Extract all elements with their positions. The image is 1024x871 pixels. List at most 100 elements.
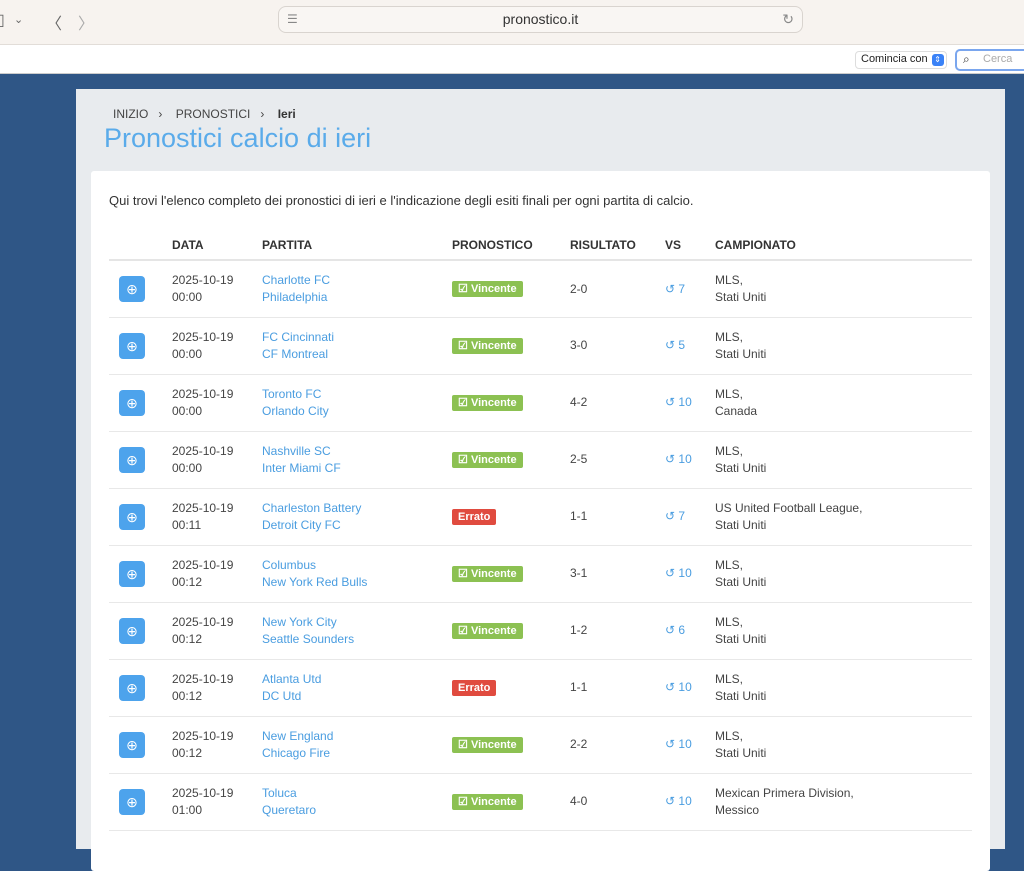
breadcrumb-pronostici[interactable]: PRONOSTICI <box>175 107 251 121</box>
search-input[interactable]: ⌕ Cerca <box>955 49 1024 71</box>
table-row: ⊕ 2025-10-19 00:11 Charleston Battery Detr… <box>109 488 972 546</box>
reload-icon[interactable]: ↻ <box>782 11 794 27</box>
search-mode-select[interactable]: Comincia con ⇕ <box>855 51 947 69</box>
home-team-link[interactable]: Nashville SC <box>262 444 331 458</box>
zoom-in-icon[interactable]: ⊕ <box>119 617 145 644</box>
vs-count: 6 <box>678 623 686 638</box>
match-result: 1-1 <box>570 488 665 546</box>
home-team-link[interactable]: Atlanta Utd <box>262 672 322 686</box>
away-team-link[interactable]: Queretaro <box>262 802 317 817</box>
vs-link[interactable]: ↺ 10 <box>665 374 715 432</box>
match-result: 3-0 <box>570 317 665 375</box>
table-row: ⊕ 2025-10-19 01:00 Toluca Queretaro ☑ Vinc… <box>109 773 972 831</box>
match-time: 00:12 <box>172 745 203 760</box>
zoom-in-icon[interactable]: ⊕ <box>119 788 145 815</box>
zoom-in-icon[interactable]: ⊕ <box>119 503 145 530</box>
away-team-link[interactable]: DC Utd <box>262 688 302 703</box>
home-team-link[interactable]: New England <box>262 729 334 743</box>
check-icon: ☑ <box>458 568 468 580</box>
breadcrumb-separator: › <box>158 107 163 121</box>
league-name: MLS, <box>715 672 744 686</box>
vs-link[interactable]: ↺ 7 <box>665 488 715 546</box>
home-team-link[interactable]: Columbus <box>262 558 317 572</box>
search-placeholder: Cerca <box>983 53 1013 65</box>
away-team-link[interactable]: New York Red Bulls <box>262 574 368 589</box>
vs-link[interactable]: ↺ 10 <box>665 431 715 489</box>
status-label: Errato <box>458 682 491 694</box>
zoom-in-icon[interactable]: ⊕ <box>119 389 145 416</box>
col-vs: VS <box>665 231 715 261</box>
home-team-link[interactable]: Toluca <box>262 786 297 800</box>
vs-link[interactable]: ↺ 10 <box>665 545 715 603</box>
vs-link[interactable]: ↺ 6 <box>665 602 715 660</box>
match-time: 00:12 <box>172 631 203 646</box>
zoom-in-icon[interactable]: ⊕ <box>119 446 145 473</box>
away-team-link[interactable]: Philadelphia <box>262 289 328 304</box>
vs-count: 10 <box>678 452 692 467</box>
table-header: DATA PARTITA PRONOSTICO RISULTATO VS CAM… <box>109 231 972 261</box>
vs-count: 10 <box>678 737 692 752</box>
status-badge: ☑ Vincente <box>452 566 523 582</box>
zoom-in-icon[interactable]: ⊕ <box>119 560 145 587</box>
chevron-down-icon[interactable]: ⌄ <box>14 14 24 26</box>
status-label: Vincente <box>470 283 517 296</box>
away-team-link[interactable]: Inter Miami CF <box>262 460 341 475</box>
zoom-in-icon[interactable]: ⊕ <box>119 674 145 701</box>
col-zoom <box>109 231 172 261</box>
check-icon: ☑ <box>458 796 468 808</box>
match-result: 4-0 <box>570 773 665 831</box>
vs-link[interactable]: ↺ 5 <box>665 317 715 375</box>
away-team-link[interactable]: CF Montreal <box>262 346 329 361</box>
vs-link[interactable]: ↺ 10 <box>665 773 715 831</box>
country-name: Canada <box>715 403 758 418</box>
home-team-link[interactable]: Charlotte FC <box>262 273 331 288</box>
sidebar-icon[interactable]: ▯ <box>0 12 5 29</box>
status-label: Vincente <box>470 739 517 751</box>
breadcrumb-current: Ieri <box>277 107 296 121</box>
history-icon: ↺ <box>665 452 676 467</box>
match-date: 2025-10-19 <box>172 387 234 401</box>
match-result: 2-0 <box>570 260 665 318</box>
vs-count: 10 <box>678 566 692 581</box>
status-label: Vincente <box>470 625 517 637</box>
match-result: 3-1 <box>570 545 665 603</box>
breadcrumb: INIZIO › PRONOSTICI › Ieri <box>113 107 296 121</box>
match-time: 00:12 <box>172 688 203 703</box>
zoom-in-icon[interactable]: ⊕ <box>119 332 145 359</box>
country-name: Messico <box>715 802 760 817</box>
away-team-link[interactable]: Seattle Sounders <box>262 631 355 646</box>
intro-text: Qui trovi l'elenco completo dei pronosti… <box>109 193 694 208</box>
vs-link[interactable]: ↺ 10 <box>665 716 715 774</box>
history-icon: ↺ <box>665 566 676 581</box>
address-bar[interactable]: ☰ pronostico.it ↻ <box>278 6 803 33</box>
away-team-link[interactable]: Chicago Fire <box>262 745 331 760</box>
history-icon: ↺ <box>665 680 676 695</box>
vs-count: 10 <box>678 794 692 809</box>
league-name: MLS, <box>715 729 744 743</box>
home-team-link[interactable]: FC Cincinnati <box>262 330 335 344</box>
home-team-link[interactable]: Charleston Battery <box>262 501 362 515</box>
vs-link[interactable]: ↺ 10 <box>665 659 715 717</box>
away-team-link[interactable]: Orlando City <box>262 403 329 418</box>
check-icon: ☑ <box>458 283 468 296</box>
away-team-link[interactable]: Detroit City FC <box>262 517 341 532</box>
breadcrumb-home[interactable]: INIZIO <box>113 107 149 121</box>
match-time: 00:00 <box>172 460 203 475</box>
updown-icon: ⇕ <box>931 54 944 66</box>
table-row: ⊕ 2025-10-19 00:12 New England Chicago Fir… <box>109 716 972 774</box>
back-icon[interactable]: 〈 <box>46 16 63 33</box>
table-row: ⊕ 2025-10-19 00:12 Columbus New York Red B… <box>109 545 972 603</box>
match-time: 00:12 <box>172 574 203 589</box>
vs-link[interactable]: ↺ 7 <box>665 260 715 318</box>
home-team-link[interactable]: Toronto FC <box>262 387 322 401</box>
home-team-link[interactable]: New York City <box>262 615 337 629</box>
zoom-in-icon[interactable]: ⊕ <box>119 275 145 302</box>
zoom-in-icon[interactable]: ⊕ <box>119 731 145 758</box>
page-title: Pronostici calcio di ieri <box>104 123 372 153</box>
match-time: 00:00 <box>172 403 203 418</box>
forward-icon[interactable]: 〉 <box>78 16 95 33</box>
match-date: 2025-10-19 <box>172 558 234 572</box>
check-icon: ☑ <box>458 454 468 466</box>
browser-toolbar: ▯ ⌄ 〈 〉 ☰ pronostico.it ↻ <box>0 0 1024 45</box>
league-name: MLS, <box>715 558 744 572</box>
